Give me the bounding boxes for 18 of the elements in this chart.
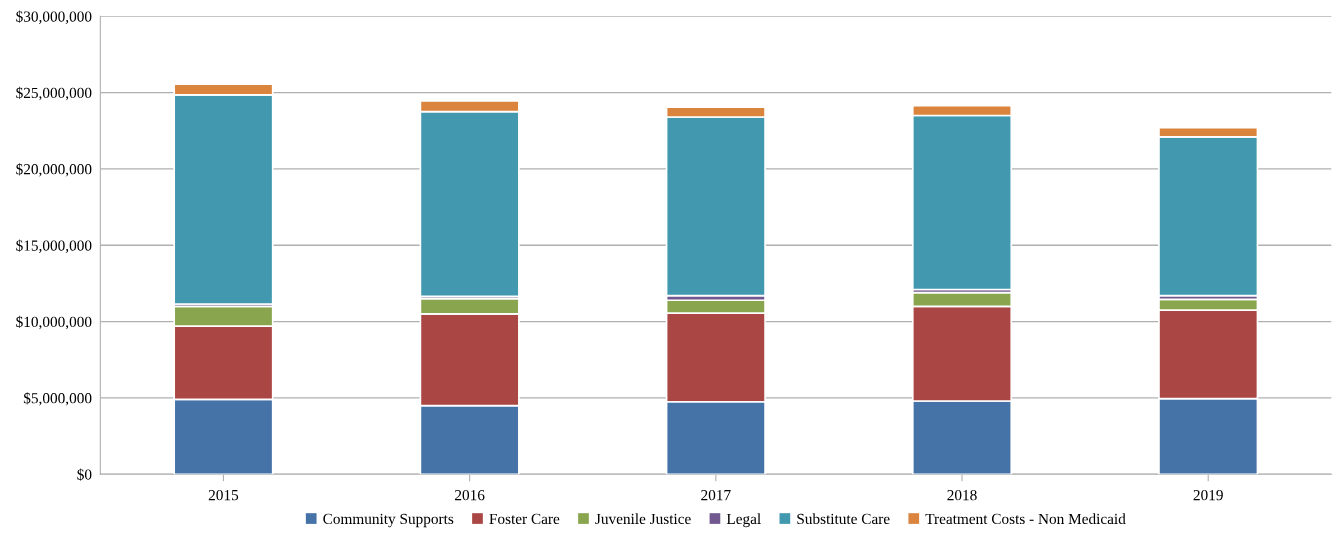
legend-label: Community Supports	[323, 513, 454, 528]
x-tick-label: 2015	[208, 489, 239, 501]
legend-label: Foster Care	[489, 513, 560, 525]
y-tick-label: $10,000,000	[16, 315, 92, 330]
legend-label: Substitute Care	[797, 513, 890, 525]
y-tick-label: $20,000,000	[16, 163, 92, 177]
legend-label: Treatment Costs - Non Medicaid	[925, 513, 1126, 525]
x-tick-label: 2018	[947, 489, 977, 501]
y-tick-label: $30,000,000	[16, 10, 92, 24]
y-tick-label: $0	[77, 468, 92, 481]
legend-label: Legal	[726, 513, 761, 528]
y-tick-label: $25,000,000	[16, 86, 92, 101]
x-tick-label: 2017	[701, 489, 731, 501]
y-tick-label: $5,000,000	[23, 392, 92, 406]
legend-label: Juvenile Justice	[595, 513, 691, 525]
x-tick-label: 2016	[455, 489, 485, 501]
y-tick-label: $15,000,000	[16, 239, 92, 253]
x-tick-label: 2019	[1193, 489, 1223, 501]
